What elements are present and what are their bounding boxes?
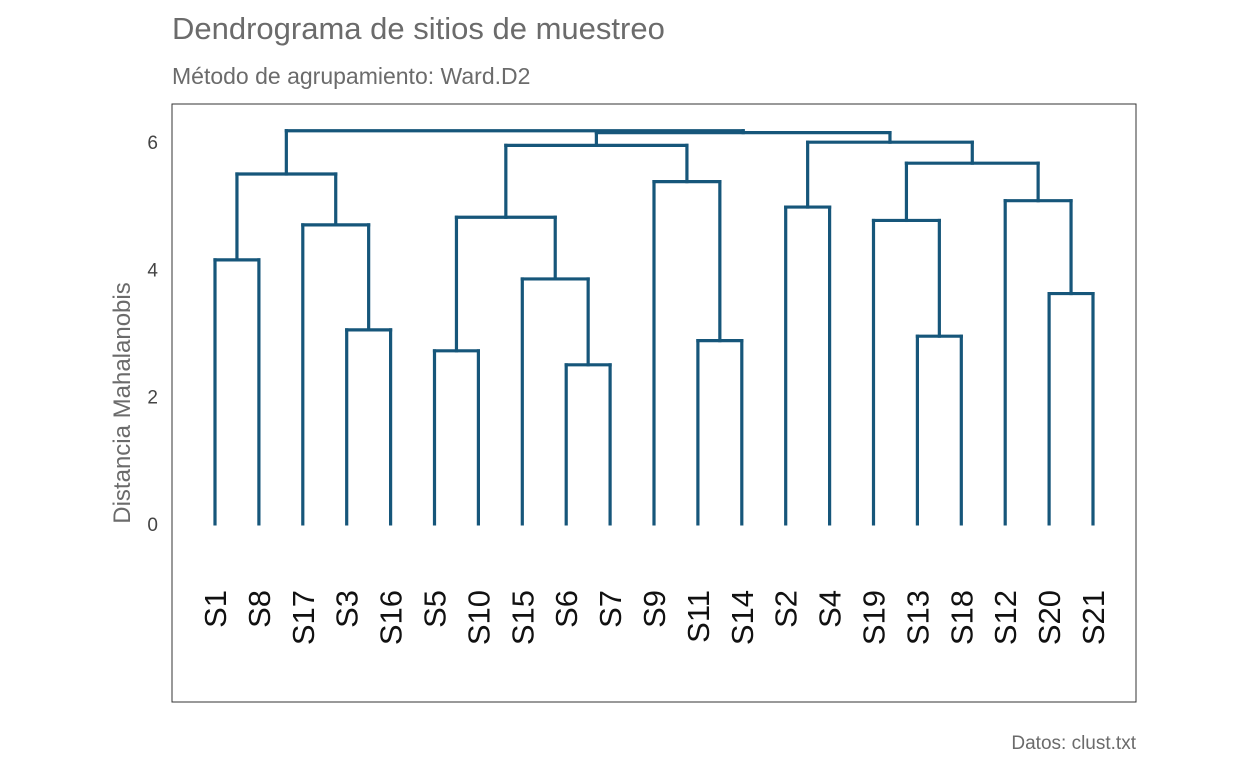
leaf-label: S2 (769, 590, 804, 628)
leaf-label: S1 (198, 590, 233, 628)
leaf-label: S3 (330, 590, 365, 628)
leaf-label: S6 (549, 590, 584, 628)
leaf-label: S7 (593, 590, 628, 628)
leaf-label: S16 (374, 590, 409, 645)
leaf-label: S21 (1076, 590, 1111, 645)
leaf-label: S5 (418, 590, 453, 628)
leaf-label: S9 (637, 590, 672, 628)
chart-title: Dendrograma de sitios de muestreo (172, 11, 665, 46)
dendrogram-branches (213, 129, 1095, 526)
y-tick-label: 4 (147, 260, 158, 281)
leaf-label: S12 (988, 590, 1023, 645)
leaf-label: S19 (857, 590, 892, 645)
leaf-label: S13 (900, 590, 935, 645)
leaf-label: S14 (725, 590, 760, 645)
chart-caption: Datos: clust.txt (1011, 733, 1136, 754)
y-tick-label: 2 (147, 388, 158, 409)
y-axis-ticks: 0 2 4 6 (147, 133, 158, 536)
y-tick-label: 6 (147, 133, 158, 154)
leaf-label: S8 (242, 590, 277, 628)
leaf-label: S11 (681, 590, 716, 643)
leaf-label: S15 (505, 590, 540, 645)
leaf-label: S20 (1032, 590, 1067, 645)
leaf-label: S17 (286, 590, 321, 645)
leaf-labels: S1 S8 S17 S3 S16 S5 S10 S15 S6 S7 S9 S11 S14 S2 S4 S19 S… (198, 590, 1111, 645)
leaf-label: S4 (813, 590, 848, 628)
leaf-label: S10 (461, 590, 496, 645)
plot-panel-border (171, 103, 1137, 703)
y-axis-label: Distancia Mahalanobis (109, 282, 136, 523)
leaf-label: S18 (944, 590, 979, 645)
chart-subtitle: Método de agrupamiento: Ward.D2 (172, 63, 530, 89)
y-tick-label: 0 (147, 515, 158, 536)
